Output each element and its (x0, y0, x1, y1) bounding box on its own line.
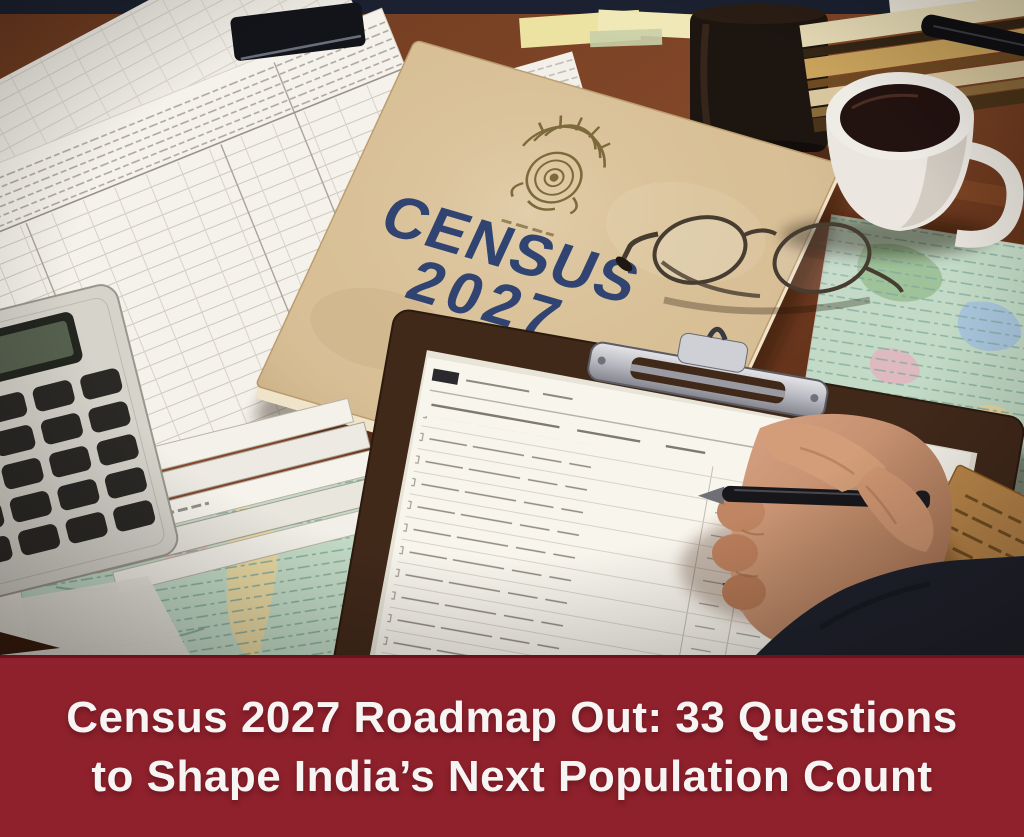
headline-line-2: to Shape India’s Next Population Count (91, 752, 933, 801)
headline-banner: Census 2027 Roadmap Out: 33 Questions to… (0, 655, 1024, 837)
vignette-overlay (0, 0, 1024, 655)
headline-line-1: Census 2027 Roadmap Out: 33 Questions (66, 693, 958, 742)
desk-photo: CENSUS 2027 (0, 0, 1024, 655)
desk-photo-illustration: CENSUS 2027 (0, 0, 1024, 655)
